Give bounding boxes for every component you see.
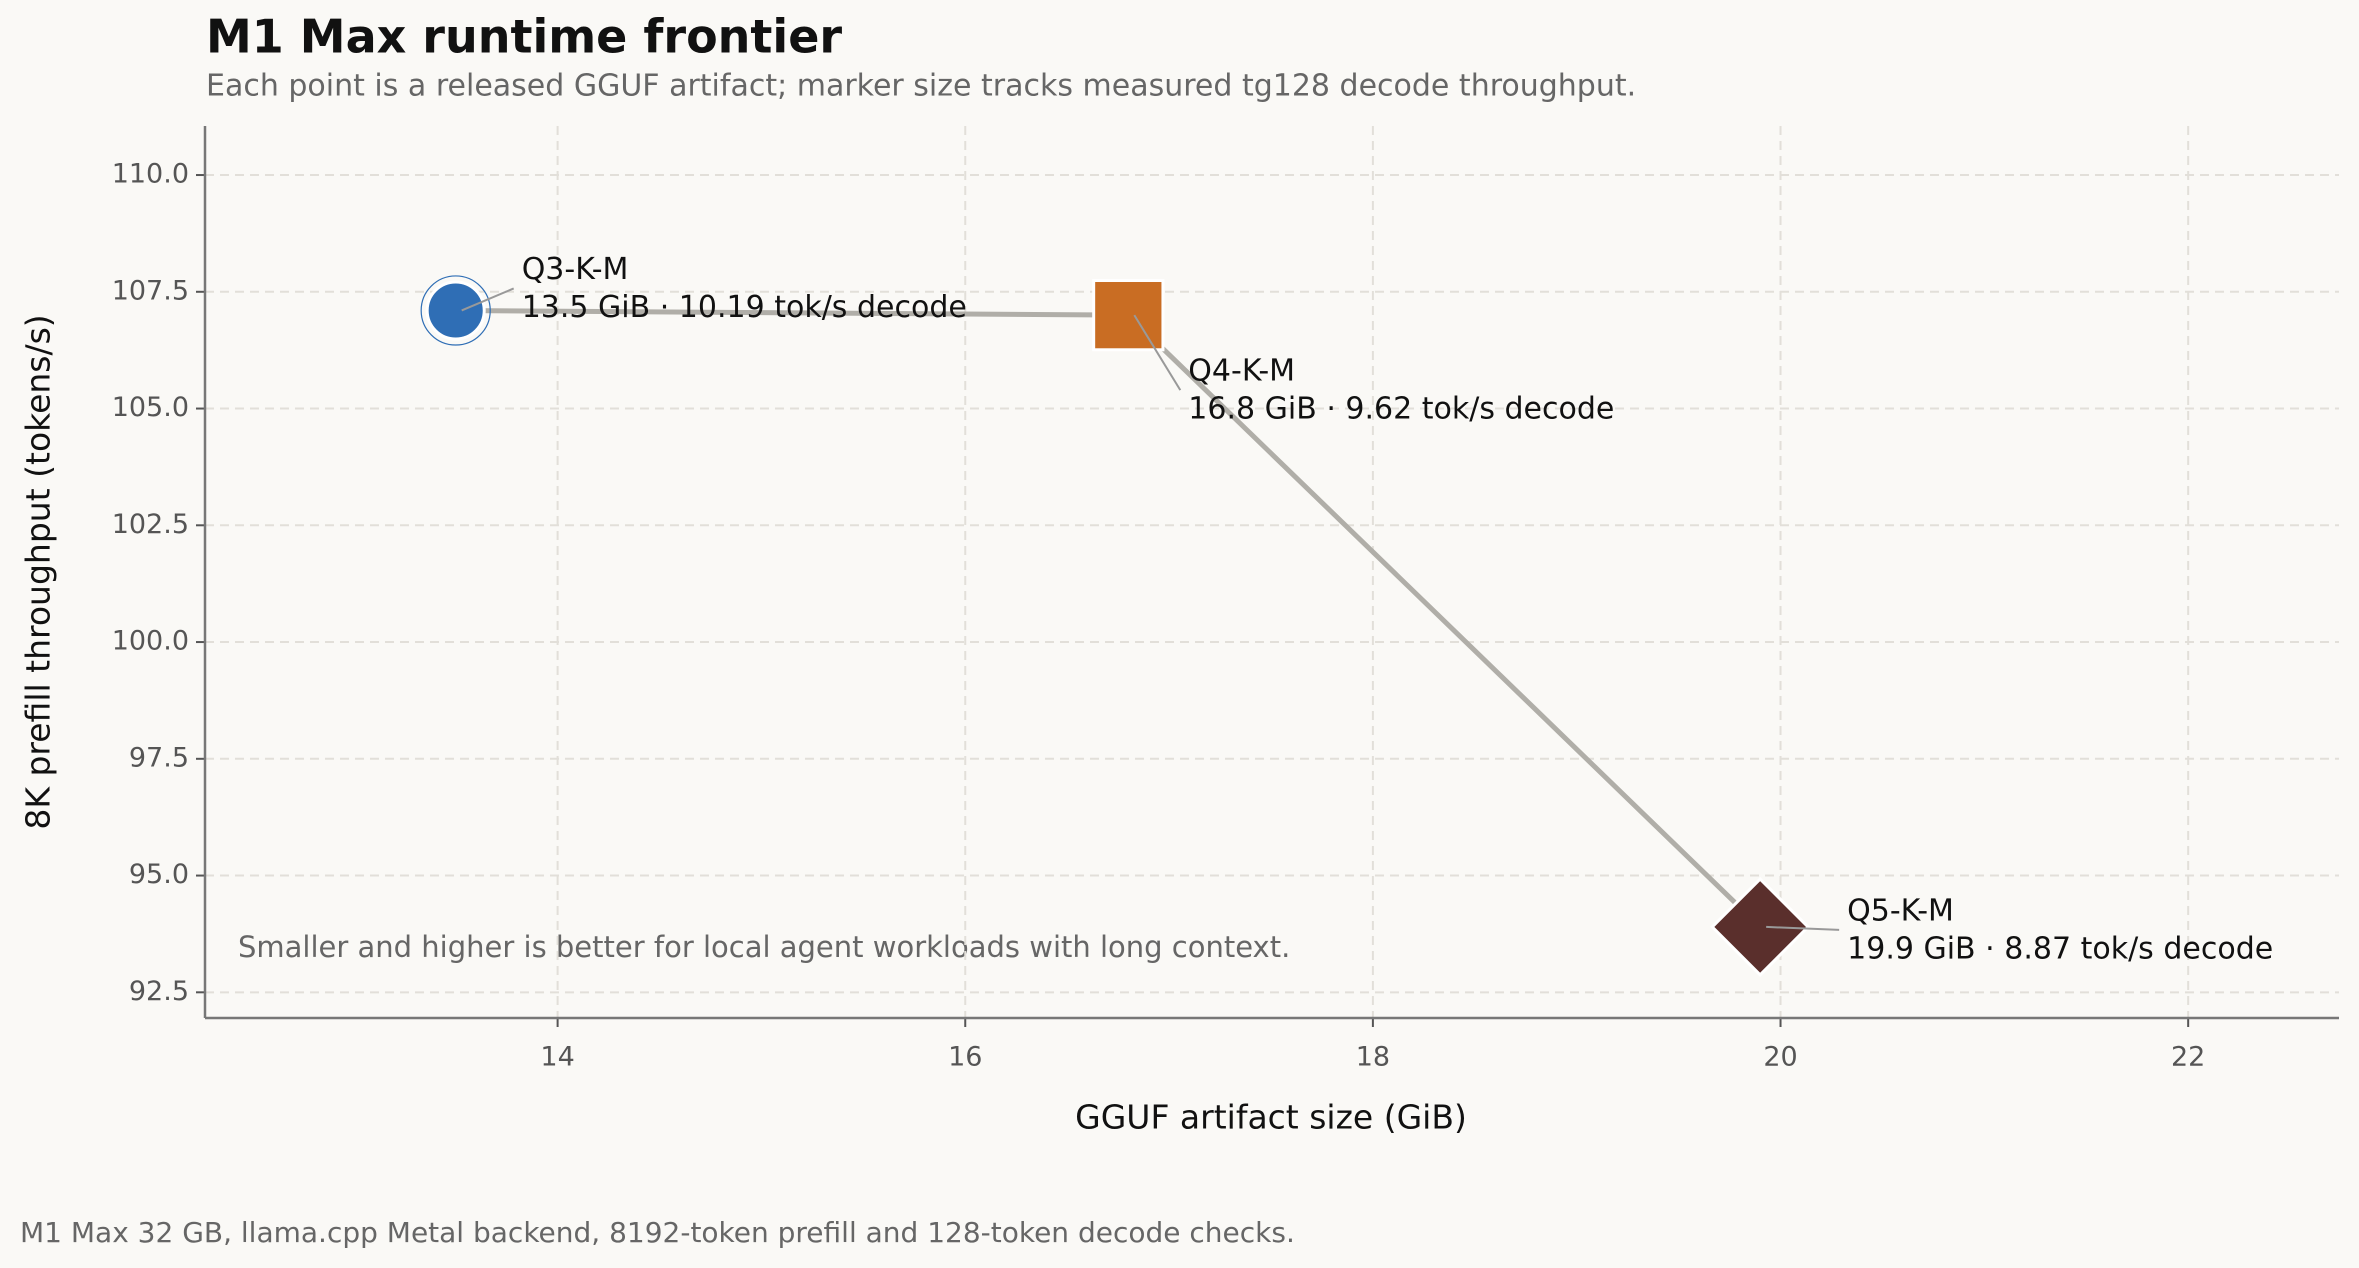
y-tick-label: 92.5: [129, 976, 189, 1007]
x-axis-label: GGUF artifact size (GiB): [1075, 1098, 1467, 1137]
point: [1710, 876, 1811, 977]
y-tick-label: 110.0: [112, 159, 189, 190]
chart-subtitle: Each point is a released GGUF artifact; …: [206, 69, 1636, 104]
point-label: 13.5 GiB · 10.19 tok/s decode: [522, 290, 967, 325]
point-name: Q4-K-M: [1188, 354, 1295, 389]
y-tick-label: 107.5: [112, 275, 189, 306]
y-tick-label: 102.5: [112, 509, 189, 540]
x-tick-label: 16: [948, 1042, 982, 1073]
y-tick-label: 97.5: [129, 742, 189, 773]
annotation: Smaller and higher is better for local a…: [238, 930, 1290, 964]
chart-title: M1 Max runtime frontier: [206, 10, 842, 64]
point-name: Q5-K-M: [1847, 893, 1954, 928]
point: [1092, 279, 1165, 352]
ring: [420, 275, 491, 346]
x-tick-label: 20: [1763, 1042, 1797, 1073]
point: [425, 280, 486, 341]
leader-line: [1766, 925, 1840, 931]
y-axis-label: 8K prefill throughput (tokens/s): [19, 314, 58, 829]
y-tick-label: 105.0: [112, 392, 189, 423]
x-tick-label: 14: [540, 1042, 574, 1073]
leader-line: [1133, 314, 1182, 391]
y-tick-label: 95.0: [129, 859, 189, 890]
point-label: 16.8 GiB · 9.62 tok/s decode: [1188, 392, 1614, 427]
x-tick-label: 18: [1356, 1042, 1390, 1073]
point-name: Q3-K-M: [522, 252, 629, 287]
y-tick-label: 100.0: [112, 626, 189, 657]
leader-line: [461, 287, 515, 312]
point-label: 19.9 GiB · 8.87 tok/s decode: [1847, 931, 2273, 966]
footnote: M1 Max 32 GB, llama.cpp Metal backend, 8…: [20, 1216, 1295, 1249]
x-tick-label: 22: [2171, 1042, 2205, 1073]
